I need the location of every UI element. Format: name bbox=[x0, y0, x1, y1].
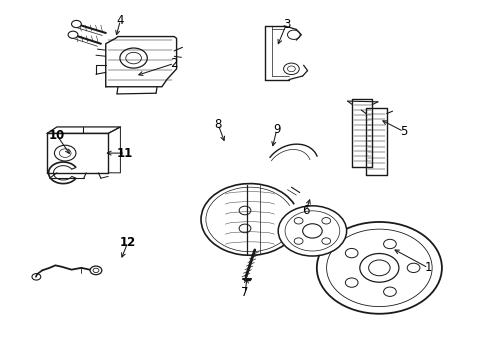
Text: 2: 2 bbox=[171, 57, 178, 70]
Text: 11: 11 bbox=[117, 147, 133, 159]
Circle shape bbox=[278, 206, 346, 256]
Circle shape bbox=[72, 21, 81, 28]
Text: 9: 9 bbox=[273, 123, 280, 136]
Text: 3: 3 bbox=[283, 18, 290, 31]
Text: 5: 5 bbox=[400, 125, 408, 138]
Text: 7: 7 bbox=[241, 287, 249, 300]
Text: 8: 8 bbox=[215, 118, 222, 131]
Circle shape bbox=[90, 266, 102, 275]
Text: 6: 6 bbox=[302, 204, 310, 217]
Text: 10: 10 bbox=[49, 129, 65, 142]
Text: 4: 4 bbox=[117, 14, 124, 27]
Text: 12: 12 bbox=[120, 236, 136, 249]
Text: 1: 1 bbox=[424, 261, 432, 274]
Circle shape bbox=[317, 222, 442, 314]
Circle shape bbox=[68, 31, 78, 39]
